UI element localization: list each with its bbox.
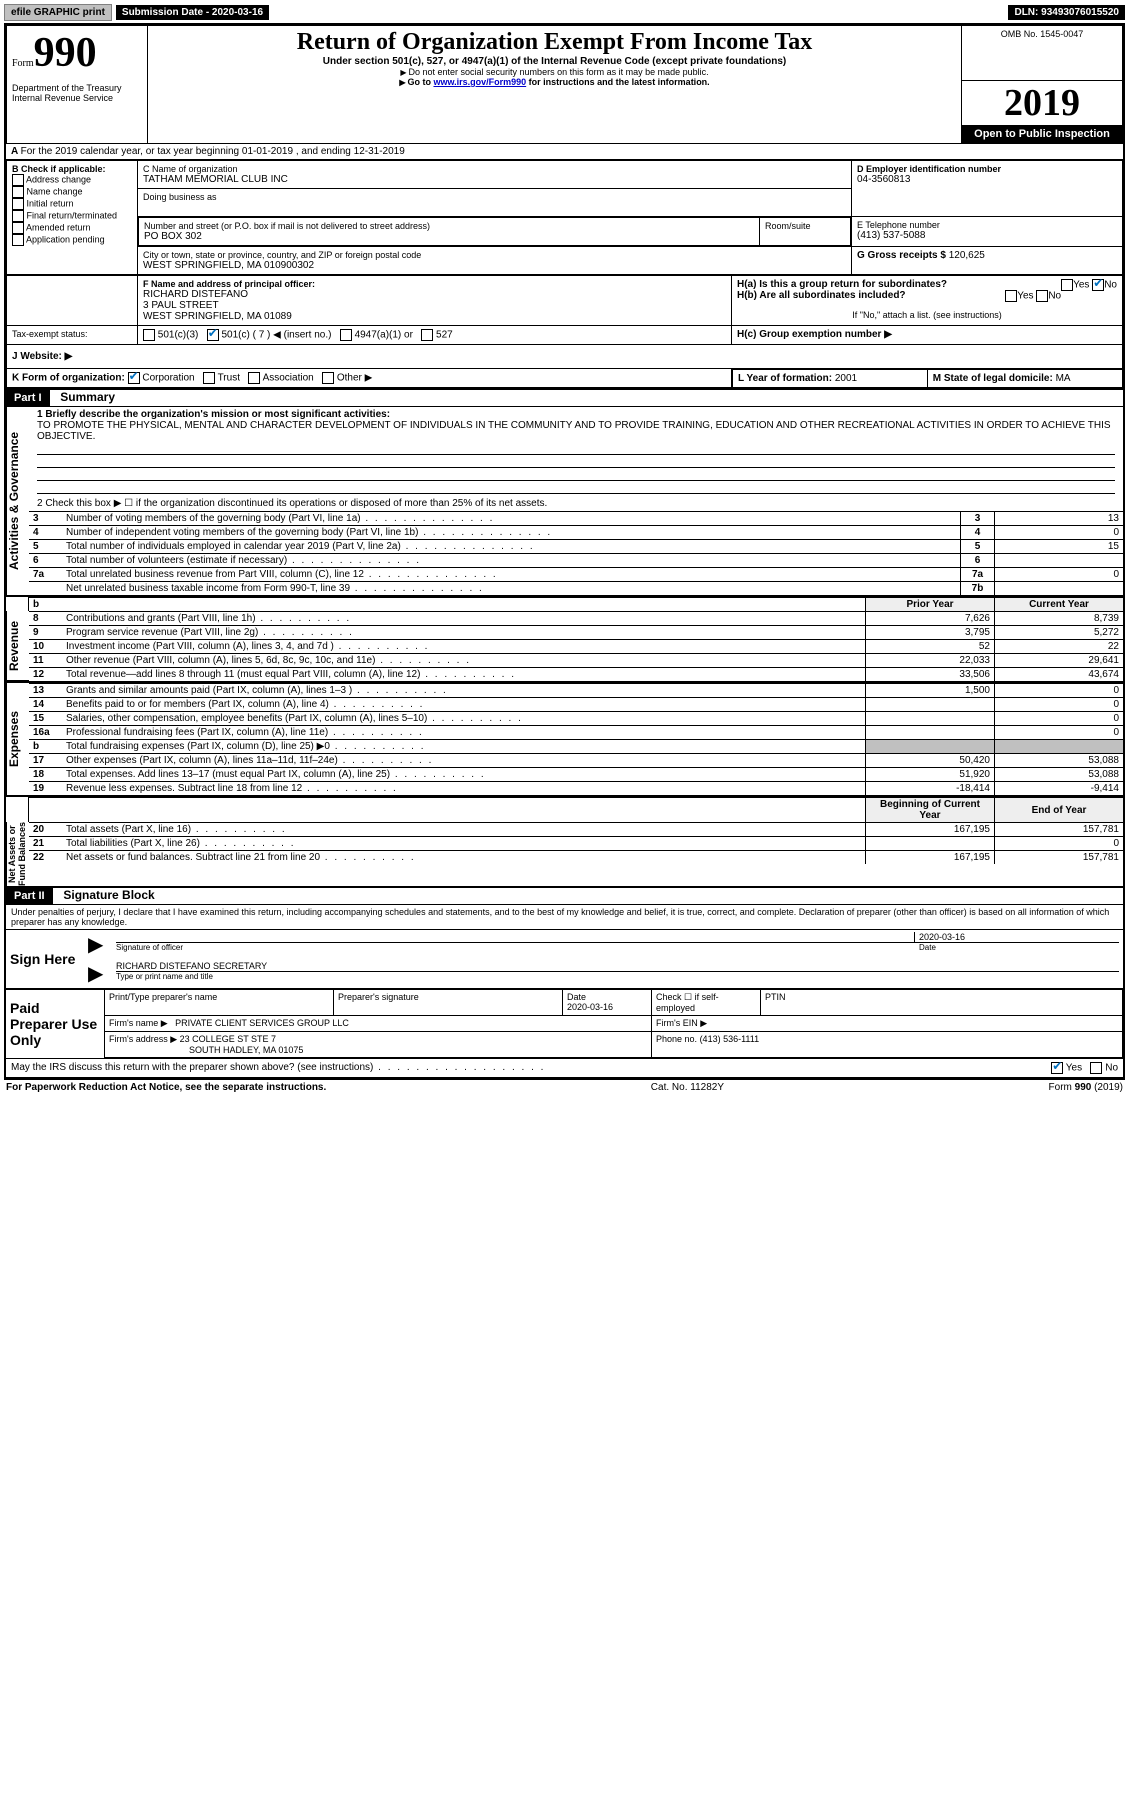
check-address[interactable] bbox=[12, 174, 24, 186]
mission-text: TO PROMOTE THE PHYSICAL, MENTAL AND CHAR… bbox=[37, 420, 1115, 442]
preparer-phone: (413) 536-1111 bbox=[700, 1034, 760, 1044]
side-netassets: Net Assets or Fund Balances bbox=[6, 822, 29, 886]
room-label: Room/suite bbox=[765, 221, 845, 231]
form-label: Form990 bbox=[12, 58, 97, 69]
org-name: TATHAM MEMORIAL CLUB INC bbox=[143, 174, 846, 185]
gross-receipts: 120,625 bbox=[949, 250, 985, 261]
form-header: Form990 Return of Organization Exempt Fr… bbox=[6, 25, 1123, 144]
firm-addr1: 23 COLLEGE ST STE 7 bbox=[180, 1034, 276, 1044]
check-other[interactable] bbox=[322, 372, 334, 384]
form-footer: Form 990 (2019) bbox=[1049, 1082, 1123, 1093]
hb-no[interactable] bbox=[1036, 290, 1048, 302]
check-corp[interactable] bbox=[128, 372, 140, 384]
side-revenue: Revenue bbox=[6, 611, 29, 681]
check-4947[interactable] bbox=[340, 329, 352, 341]
submission-date: Submission Date - 2020-03-16 bbox=[116, 5, 269, 20]
open-inspection: Open to Public Inspection bbox=[962, 125, 1122, 143]
box-g-label: G Gross receipts $ bbox=[857, 250, 946, 261]
phone-value: (413) 537-5088 bbox=[857, 230, 1117, 241]
net-headers: Beginning of Current Year End of Year bbox=[29, 797, 1123, 822]
officer-name-title: RICHARD DISTEFANO SECRETARY bbox=[116, 961, 1119, 972]
check-501c[interactable] bbox=[207, 329, 219, 341]
officer-group-info: F Name and address of principal officer:… bbox=[6, 275, 1123, 389]
check-527[interactable] bbox=[421, 329, 433, 341]
city-value: WEST SPRINGFIELD, MA 010900302 bbox=[143, 260, 846, 271]
ein-value: 04-3560813 bbox=[857, 174, 1117, 185]
discuss-question: May the IRS discuss this return with the… bbox=[11, 1062, 545, 1074]
netassets-table: 20Total assets (Part X, line 16)167,1951… bbox=[29, 822, 1123, 864]
governance-table: 3Number of voting members of the governi… bbox=[29, 511, 1123, 595]
officer-addr1: 3 PAUL STREET bbox=[143, 300, 726, 311]
check-name[interactable] bbox=[12, 186, 24, 198]
box-e-label: E Telephone number bbox=[857, 220, 1117, 230]
efile-button[interactable]: efile GRAPHIC print bbox=[4, 4, 112, 21]
firm-name: PRIVATE CLIENT SERVICES GROUP LLC bbox=[175, 1018, 349, 1028]
line2: 2 Check this box ▶ ☐ if the organization… bbox=[29, 496, 1123, 511]
paid-preparer-label: Paid Preparer Use Only bbox=[6, 989, 105, 1058]
sig-date: 2020-03-16 bbox=[914, 932, 1119, 942]
check-501c3[interactable] bbox=[143, 329, 155, 341]
side-expenses: Expenses bbox=[6, 683, 29, 795]
revenue-table: 8Contributions and grants (Part VIII, li… bbox=[29, 611, 1123, 681]
ha-yes[interactable] bbox=[1061, 279, 1073, 291]
dln-label: DLN: 93493076015520 bbox=[1008, 5, 1125, 20]
box-k-label: K Form of organization: bbox=[12, 372, 125, 383]
ha-label: H(a) Is this a group return for subordin… bbox=[737, 279, 947, 290]
line1-label: 1 Briefly describe the organization's mi… bbox=[37, 409, 1115, 420]
form-note2: Go to www.irs.gov/Form990 for instructio… bbox=[153, 77, 956, 87]
discuss-yes[interactable] bbox=[1051, 1062, 1063, 1074]
part2-header: Part II Signature Block bbox=[6, 886, 1123, 905]
hb-note: If "No," attach a list. (see instruction… bbox=[737, 310, 1117, 320]
line-a: A For the 2019 calendar year, or tax yea… bbox=[6, 144, 1123, 160]
form-title: Return of Organization Exempt From Incom… bbox=[153, 29, 956, 56]
discuss-no[interactable] bbox=[1090, 1062, 1102, 1074]
irs-link[interactable]: www.irs.gov/Form990 bbox=[433, 77, 526, 87]
box-f-label: F Name and address of principal officer: bbox=[143, 279, 726, 289]
ha-no[interactable] bbox=[1092, 279, 1104, 291]
addr-label: Number and street (or P.O. box if mail i… bbox=[144, 221, 754, 231]
hb-yes[interactable] bbox=[1005, 290, 1017, 302]
check-final[interactable] bbox=[12, 210, 24, 222]
check-amended[interactable] bbox=[12, 222, 24, 234]
year-formation: 2001 bbox=[835, 373, 857, 384]
dba-label: Doing business as bbox=[143, 192, 846, 202]
omb-label: OMB No. 1545-0047 bbox=[967, 29, 1117, 39]
check-trust[interactable] bbox=[203, 372, 215, 384]
hc-label: H(c) Group exemption number ▶ bbox=[737, 329, 892, 340]
declaration: Under penalties of perjury, I declare th… bbox=[6, 905, 1123, 929]
box-d-label: D Employer identification number bbox=[857, 164, 1117, 174]
city-label: City or town, state or province, country… bbox=[143, 250, 846, 260]
box-c-label: C Name of organization bbox=[143, 164, 846, 174]
side-governance: Activities & Governance bbox=[6, 407, 29, 595]
year-headers: b Prior Year Current Year bbox=[29, 597, 1123, 611]
check-pending[interactable] bbox=[12, 234, 24, 246]
firm-addr2: SOUTH HADLEY, MA 01075 bbox=[109, 1045, 647, 1055]
tax-year: 2019 bbox=[962, 81, 1122, 125]
entity-info: B Check if applicable: Address change Na… bbox=[6, 160, 1123, 275]
dept-label: Department of the Treasury Internal Reve… bbox=[7, 80, 148, 143]
taxexempt-label: Tax-exempt status: bbox=[12, 329, 88, 339]
officer-name: RICHARD DISTEFANO bbox=[143, 289, 726, 300]
street-address: PO BOX 302 bbox=[144, 231, 754, 242]
check-assoc[interactable] bbox=[248, 372, 260, 384]
hb-label: H(b) Are all subordinates included? bbox=[737, 290, 906, 301]
officer-addr2: WEST SPRINGFIELD, MA 01089 bbox=[143, 311, 726, 322]
form-subtitle: Under section 501(c), 527, or 4947(a)(1)… bbox=[153, 56, 956, 67]
sign-here-label: Sign Here bbox=[6, 930, 84, 989]
state-domicile: MA bbox=[1056, 373, 1071, 384]
preparer-table: Paid Preparer Use Only Print/Type prepar… bbox=[6, 988, 1123, 1058]
cat-no: Cat. No. 11282Y bbox=[651, 1082, 724, 1093]
form-container: Form990 Return of Organization Exempt Fr… bbox=[4, 23, 1125, 1079]
part1-header: Part I Summary bbox=[6, 388, 1123, 407]
paperwork-notice: For Paperwork Reduction Act Notice, see … bbox=[6, 1082, 326, 1093]
top-toolbar: efile GRAPHIC print Submission Date - 20… bbox=[4, 4, 1125, 21]
check-initial[interactable] bbox=[12, 198, 24, 210]
box-b-label: B Check if applicable: bbox=[12, 164, 132, 174]
form-note1: Do not enter social security numbers on … bbox=[153, 67, 956, 77]
signature-table: Sign Here ▶ 2020-03-16 Signature of offi… bbox=[6, 929, 1123, 988]
expenses-table: 13Grants and similar amounts paid (Part … bbox=[29, 683, 1123, 795]
box-j-label: J Website: ▶ bbox=[12, 351, 72, 362]
